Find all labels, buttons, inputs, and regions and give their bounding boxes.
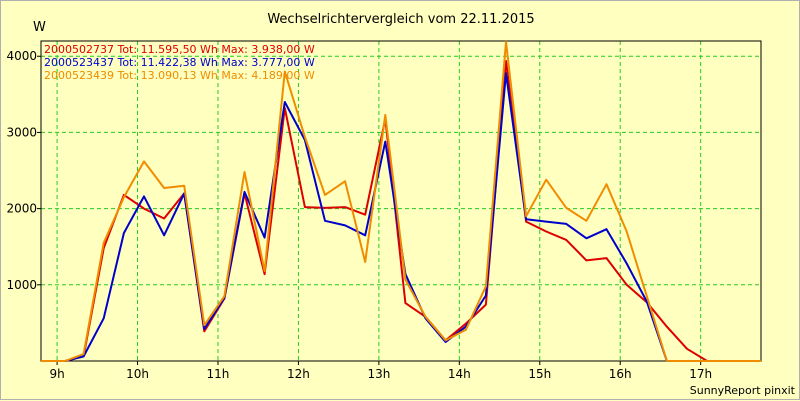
x-tick-label: 14h: [448, 367, 471, 381]
x-tick-label: 13h: [367, 367, 390, 381]
footer-credit: SunnyReport pinxit: [690, 384, 796, 397]
x-tick-label: 11h: [207, 367, 230, 381]
y-axis: 1000 2000 3000 4000: [6, 49, 41, 292]
x-axis: 9h 10h 11h 12h 13h 14h 15h 16h 17h: [49, 361, 712, 381]
y-tick-label: 1000: [6, 278, 37, 292]
legend-entry-2000523439: 2000523439 Tot: 13.090,13 Wh Max: 4.189,…: [44, 69, 315, 82]
plot-area-border: [40, 40, 762, 362]
y-tick-label: 3000: [6, 125, 37, 139]
x-tick-label: 16h: [609, 367, 632, 381]
x-tick-label: 12h: [287, 367, 310, 381]
series-lines: [41, 40, 761, 362]
x-tick-label: 17h: [689, 367, 712, 381]
x-tick-label: 9h: [49, 367, 64, 381]
y-tick-label: 2000: [6, 202, 37, 216]
y-axis-unit-label: W: [33, 20, 46, 35]
series-line-2000523437: [41, 72, 761, 362]
chart-title: Wechselrichtervergleich vom 22.11.2015: [267, 12, 534, 27]
legend: 2000502737 Tot: 11.595,50 Wh Max: 3.938,…: [44, 43, 315, 82]
y-tick-label: 4000: [6, 49, 37, 63]
x-tick-label: 15h: [528, 367, 551, 381]
legend-entry-2000523437: 2000523437 Tot: 11.422,38 Wh Max: 3.777,…: [44, 56, 315, 69]
x-tick-label: 10h: [126, 367, 149, 381]
grid-lines: [41, 41, 761, 361]
series-line-2000523439: [41, 40, 761, 362]
legend-entry-2000502737: 2000502737 Tot: 11.595,50 Wh Max: 3.938,…: [44, 43, 315, 56]
